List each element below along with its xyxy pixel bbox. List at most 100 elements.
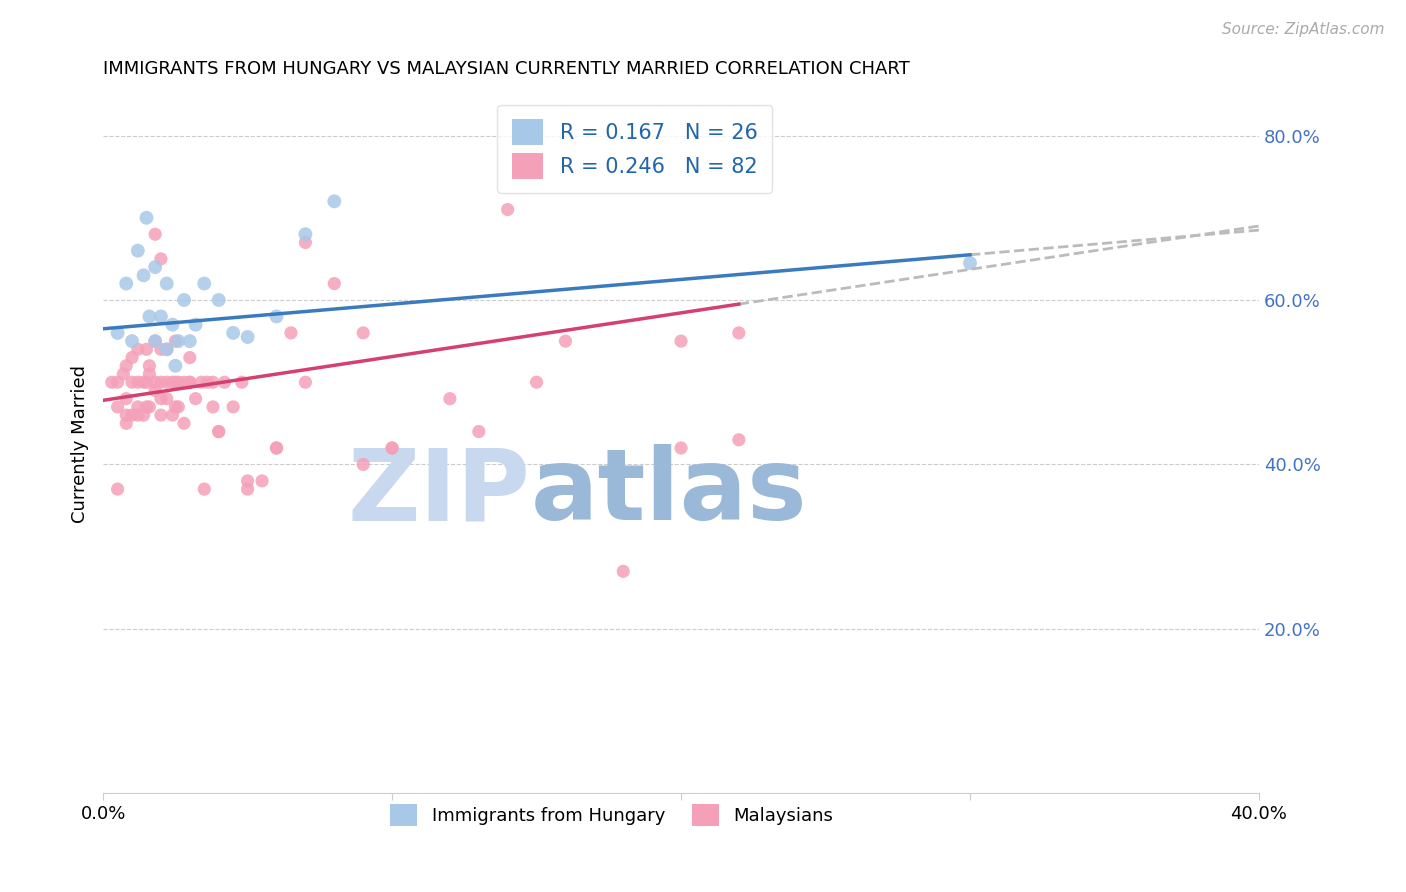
Point — [381, 441, 404, 455]
Point — [190, 376, 212, 390]
Point — [727, 433, 749, 447]
Point — [294, 235, 316, 250]
Point — [115, 277, 138, 291]
Point — [173, 376, 195, 390]
Point — [294, 227, 316, 242]
Point — [127, 408, 149, 422]
Point — [143, 260, 166, 274]
Point — [115, 408, 138, 422]
Point — [143, 334, 166, 348]
Point — [115, 417, 138, 431]
Point — [236, 474, 259, 488]
Point — [135, 343, 157, 357]
Point — [143, 376, 166, 390]
Point — [149, 343, 172, 357]
Point — [381, 441, 404, 455]
Point — [193, 277, 215, 291]
Point — [236, 482, 259, 496]
Point — [184, 318, 207, 332]
Point — [352, 326, 374, 340]
Point — [222, 400, 245, 414]
Point — [323, 194, 346, 209]
Point — [266, 441, 288, 455]
Point — [138, 310, 160, 324]
Point — [167, 334, 190, 348]
Point — [127, 244, 149, 258]
Point — [127, 376, 149, 390]
Point — [250, 474, 273, 488]
Point — [266, 441, 288, 455]
Point — [165, 376, 187, 390]
Point — [294, 376, 316, 390]
Point — [101, 376, 124, 390]
Text: Source: ZipAtlas.com: Source: ZipAtlas.com — [1222, 22, 1385, 37]
Point — [959, 256, 981, 270]
Point — [165, 359, 187, 373]
Point — [167, 376, 190, 390]
Text: IMMIGRANTS FROM HUNGARY VS MALAYSIAN CURRENTLY MARRIED CORRELATION CHART: IMMIGRANTS FROM HUNGARY VS MALAYSIAN CUR… — [103, 60, 910, 78]
Point — [612, 565, 634, 579]
Point — [184, 392, 207, 406]
Point — [156, 392, 179, 406]
Point — [439, 392, 461, 406]
Point — [208, 293, 231, 307]
Point — [135, 400, 157, 414]
Point — [156, 343, 179, 357]
Point — [107, 400, 129, 414]
Point — [107, 376, 129, 390]
Point — [135, 211, 157, 225]
Point — [165, 334, 187, 348]
Point — [323, 277, 346, 291]
Point — [112, 367, 135, 381]
Point — [149, 252, 172, 266]
Point — [143, 334, 166, 348]
Point — [193, 482, 215, 496]
Point — [222, 326, 245, 340]
Point — [496, 202, 519, 217]
Point — [727, 326, 749, 340]
Point — [162, 376, 184, 390]
Legend: Immigrants from Hungary, Malaysians: Immigrants from Hungary, Malaysians — [382, 797, 841, 833]
Point — [236, 330, 259, 344]
Point — [208, 425, 231, 439]
Point — [167, 400, 190, 414]
Point — [231, 376, 253, 390]
Point — [149, 376, 172, 390]
Point — [156, 277, 179, 291]
Point — [156, 343, 179, 357]
Point — [214, 376, 236, 390]
Point — [138, 400, 160, 414]
Point — [149, 392, 172, 406]
Point — [115, 359, 138, 373]
Point — [121, 351, 143, 365]
Point — [201, 376, 224, 390]
Point — [121, 334, 143, 348]
Point — [143, 384, 166, 398]
Point — [179, 351, 201, 365]
Point — [179, 376, 201, 390]
Point — [127, 400, 149, 414]
Point — [554, 334, 576, 348]
Point — [669, 441, 692, 455]
Point — [107, 482, 129, 496]
Point — [179, 376, 201, 390]
Point — [143, 227, 166, 242]
Point — [132, 376, 155, 390]
Point — [526, 376, 548, 390]
Point — [115, 392, 138, 406]
Point — [149, 408, 172, 422]
Point — [127, 343, 149, 357]
Point — [201, 400, 224, 414]
Point — [132, 268, 155, 283]
Point — [669, 334, 692, 348]
Point — [468, 425, 491, 439]
Point — [149, 310, 172, 324]
Point — [107, 326, 129, 340]
Point — [138, 367, 160, 381]
Point — [121, 376, 143, 390]
Point — [156, 376, 179, 390]
Point — [138, 359, 160, 373]
Point — [352, 458, 374, 472]
Point — [121, 408, 143, 422]
Point — [179, 334, 201, 348]
